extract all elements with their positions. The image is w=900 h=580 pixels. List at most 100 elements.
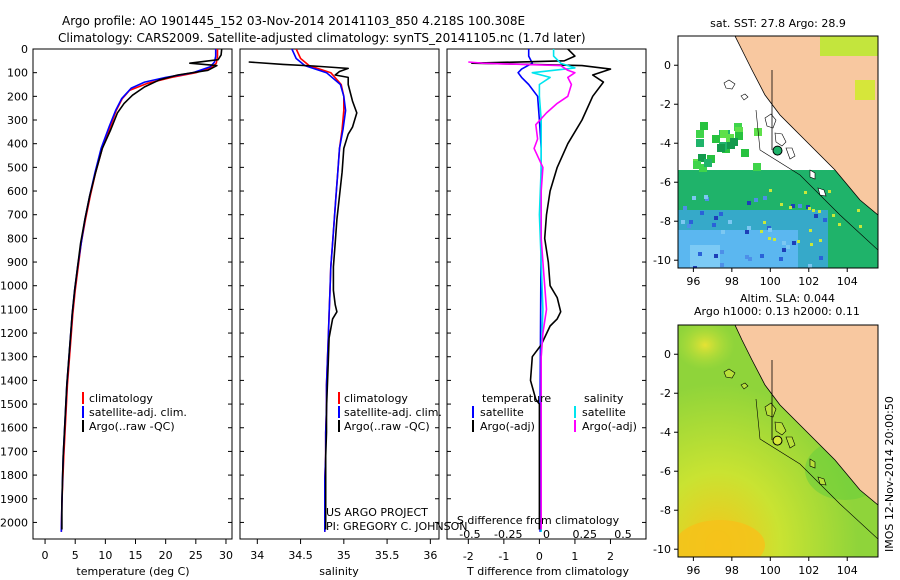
temperature-series-line [61, 49, 223, 530]
map-x-tick-label: 100 [760, 564, 781, 577]
sst-pixel [810, 243, 813, 246]
depth-tick-label: 0 [21, 43, 28, 56]
map-x-tick-label: 102 [798, 564, 819, 577]
sst-pixel [780, 203, 783, 206]
header-line1: Argo profile: AO 1901445_152 03-Nov-2014… [62, 14, 525, 28]
temperature-series-line [60, 49, 217, 532]
sst-pixel [719, 212, 723, 216]
depth-tick-label: 200 [7, 90, 28, 103]
sla-map [678, 325, 878, 557]
sst-pixel [730, 138, 738, 146]
x-tick-label: 34.5 [288, 549, 313, 562]
sst-pixel [798, 204, 802, 208]
sst-pixel [712, 135, 720, 143]
x-tick-label: 0 [536, 550, 543, 563]
sst-pixel [698, 252, 702, 256]
sst-map [678, 36, 878, 268]
depth-tick-label: 900 [7, 256, 28, 269]
argo-float-marker [772, 435, 783, 446]
depth-tick-label: 600 [7, 185, 28, 198]
legend-argo: Argo(..raw -QC) [89, 420, 175, 433]
sst-pixel [735, 132, 743, 140]
legend-satellite-adj: satellite-adj. clim. [344, 406, 442, 419]
sst-pixel [832, 214, 835, 217]
s-tick-label: 0.5 [614, 528, 632, 541]
s-tick-label: 0 [543, 528, 550, 541]
map-y-tick-label: 0 [664, 348, 671, 361]
difference-legend: temperature satellite Argo(-adj) salinit… [472, 392, 637, 433]
sst-pixel [814, 214, 818, 218]
depth-tick-label: 1100 [0, 303, 28, 316]
depth-tick-label: 100 [7, 67, 28, 80]
legend-s-argo: Argo(-adj) [582, 420, 637, 433]
map-y-tick-label: -4 [660, 137, 671, 150]
s-tick-label: -0.25 [494, 528, 522, 541]
sst-pixel [693, 266, 697, 268]
salinity-xlabel: salinity [319, 565, 359, 578]
sst-pixel [696, 130, 704, 138]
x-tick-label: -2 [463, 550, 474, 563]
depth-tick-label: 2000 [0, 516, 28, 529]
sst-pixel [809, 229, 812, 232]
x-tick-label: 30 [219, 549, 233, 562]
legend-salinity-title: salinity [584, 392, 624, 405]
map-y-tick-label: -4 [660, 426, 671, 439]
sst-pixel [693, 161, 701, 169]
sst-pixel [792, 241, 796, 245]
x-tick-label: 0 [42, 549, 49, 562]
sst-pixel [768, 237, 771, 240]
sst-pixel [828, 190, 831, 193]
map-y-tick-label: -2 [660, 387, 671, 400]
sst-pixel [859, 225, 862, 228]
sst-pixel [823, 218, 827, 222]
x-tick-label: 35 [337, 549, 351, 562]
depth-tick-label: 1400 [0, 374, 28, 387]
sst-pixel [804, 191, 807, 194]
map-y-tick-label: -10 [653, 254, 671, 267]
depth-tick-label: 1900 [0, 493, 28, 506]
salinity-series-line [291, 49, 347, 532]
sst-pixel [728, 220, 732, 224]
credits-pi: PI: GREGORY C. JOHNSON [326, 520, 467, 533]
depth-tick-label: 1800 [0, 469, 28, 482]
profile-lines [60, 49, 612, 532]
sst-pixel [753, 163, 761, 171]
sst-pixel [808, 207, 811, 210]
sst-pixel [768, 228, 772, 232]
sst-pixel [748, 257, 752, 261]
sst-pixel [700, 211, 704, 215]
depth-tick-label: 500 [7, 161, 28, 174]
sla-map-title: Altim. SLA: 0.044 [740, 292, 835, 305]
map-y-tick-label: -10 [653, 543, 671, 556]
map-y-tick-label: -6 [660, 465, 671, 478]
map-y-tick-label: -8 [660, 504, 671, 517]
sst-pixel [721, 230, 725, 234]
difference-series-line [471, 49, 612, 530]
sst-pixel [782, 241, 786, 245]
t-difference-xlabel: T difference from climatology [466, 565, 629, 578]
salinity-series-line [248, 61, 358, 530]
sst-pixel [683, 206, 687, 210]
sst-pixel [812, 209, 815, 212]
temperature-series-line [60, 49, 219, 532]
temperature-series-group [60, 49, 223, 532]
sst-pixel [786, 245, 790, 249]
sst-pixel [760, 254, 764, 258]
temperature-xlabel: temperature (deg C) [76, 565, 189, 578]
x-tick-label: 20 [159, 549, 173, 562]
depth-tick-label: 1300 [0, 351, 28, 364]
sst-pixel [818, 210, 821, 213]
sst-map-title: sat. SST: 27.8 Argo: 28.9 [710, 17, 846, 30]
sumatra-land [734, 36, 878, 216]
sst-pixel [791, 204, 795, 208]
map-y-tick-label: -8 [660, 215, 671, 228]
difference-series-line [468, 61, 576, 530]
sst-pixel [779, 257, 783, 261]
axis-ticks: 0100200300400500600700800900100011001200… [0, 43, 858, 577]
depth-tick-label: 1700 [0, 445, 28, 458]
map-x-tick-label: 104 [837, 564, 858, 577]
sst-pixel [714, 254, 718, 258]
sst-map-frame [677, 35, 879, 269]
sst-pixel [747, 226, 751, 230]
